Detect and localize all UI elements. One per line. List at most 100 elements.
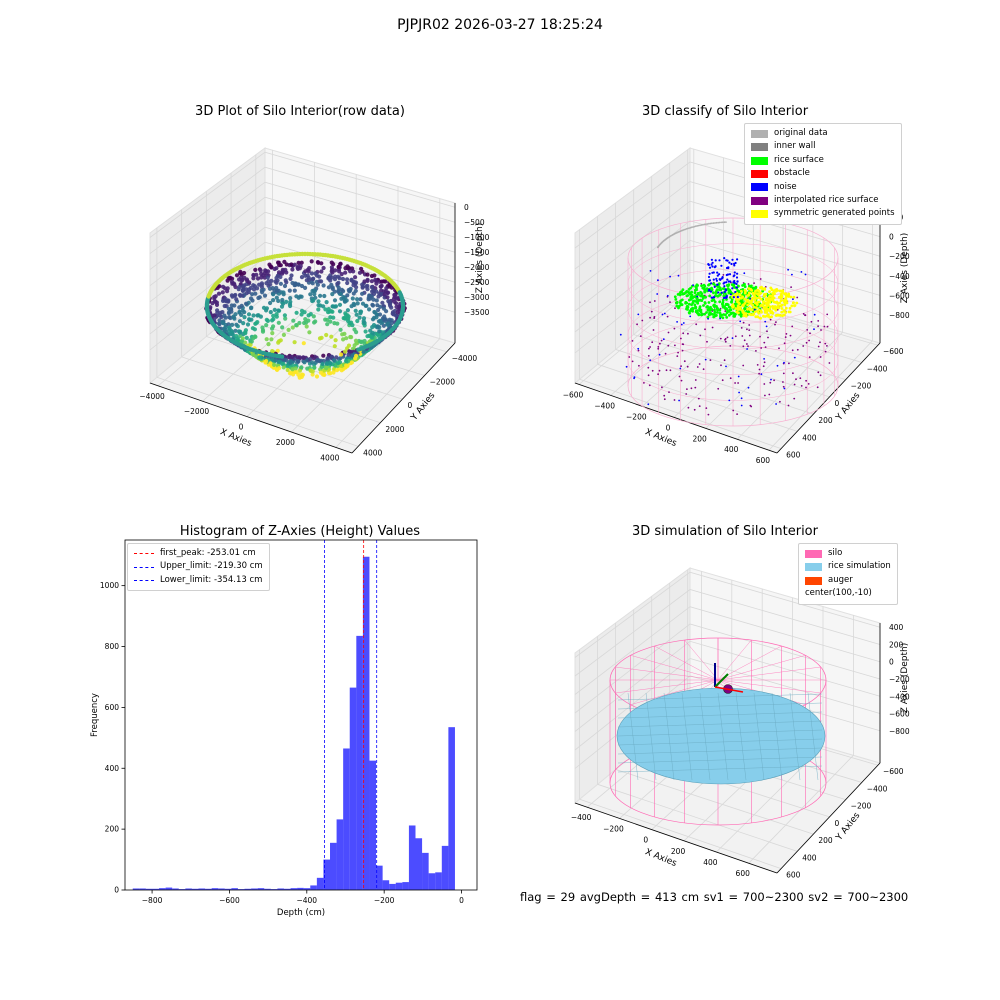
raw-point	[358, 339, 363, 345]
interp-point	[819, 374, 822, 377]
interp-point	[805, 341, 808, 344]
raw-point	[252, 327, 257, 332]
raw-point	[276, 366, 282, 371]
original-point	[699, 224, 701, 227]
noise-point	[677, 274, 680, 277]
raw-point	[380, 300, 385, 305]
symmetric-point	[752, 312, 756, 316]
noise-point	[749, 297, 752, 300]
raw-point	[391, 296, 397, 301]
raw-point	[337, 269, 342, 274]
raw-point	[249, 339, 254, 344]
raw-point	[268, 361, 273, 366]
raw-point	[333, 274, 338, 279]
noise-point	[658, 353, 661, 356]
raw-point	[387, 301, 392, 306]
raw-point	[230, 322, 235, 327]
grid-x	[705, 323, 814, 429]
interp-point	[650, 310, 653, 313]
x-axis-line	[574, 802, 778, 874]
symmetric-point	[771, 299, 775, 302]
raw-point	[216, 291, 222, 296]
grid-z	[149, 226, 456, 319]
raw-point	[355, 297, 360, 302]
raw-point	[303, 317, 308, 322]
grid-z	[574, 606, 881, 695]
rice-point	[689, 286, 692, 290]
interp-point	[755, 350, 757, 352]
histogram-bar	[264, 888, 271, 890]
symmetric-point	[750, 289, 754, 292]
interp-point	[653, 316, 656, 318]
histogram-bar	[428, 873, 436, 890]
interp-point	[790, 286, 792, 288]
noise-point	[716, 271, 719, 274]
noise-point	[619, 333, 622, 336]
symmetric-point	[790, 304, 794, 308]
noise-point	[733, 279, 736, 283]
noise-point	[736, 295, 739, 299]
noise-point	[732, 296, 735, 299]
raw-point	[272, 362, 277, 367]
grid-y	[615, 769, 814, 835]
rice-mesh	[771, 692, 783, 781]
symmetric-point	[779, 294, 783, 297]
x-tick-label: 200	[692, 434, 707, 443]
interp-point	[809, 332, 811, 335]
x-tick-label: 0	[239, 423, 244, 432]
panel2-legend-item: rice surface	[751, 154, 895, 167]
noise-point	[707, 275, 711, 279]
interp-point	[707, 413, 710, 416]
interp-point	[775, 321, 777, 323]
silo-roof-wire	[630, 655, 719, 681]
raw-point	[237, 284, 242, 290]
raw-point	[308, 312, 313, 317]
raw-point	[309, 360, 314, 365]
raw-point	[358, 297, 363, 302]
interp-point	[826, 345, 828, 347]
interp-point	[666, 315, 669, 318]
panel4-legend-swatch	[805, 576, 822, 585]
raw-point	[237, 319, 242, 324]
noise-point	[727, 280, 730, 283]
rice-point	[724, 307, 728, 311]
noise-point	[689, 315, 692, 318]
rice-point	[700, 294, 703, 298]
raw-point	[362, 320, 367, 326]
interp-point	[742, 364, 745, 367]
raw-point	[331, 358, 337, 363]
noise-point	[723, 257, 726, 260]
raw-point	[369, 285, 374, 290]
rice-mesh	[735, 692, 747, 781]
y-tick-label: −400	[867, 784, 888, 793]
symmetric-point	[793, 304, 797, 307]
raw-point	[280, 361, 285, 366]
interp-point	[649, 301, 651, 304]
raw-point	[303, 285, 308, 290]
symmetric-point	[784, 306, 788, 310]
raw-point	[251, 276, 256, 281]
raw-point	[286, 355, 291, 360]
noise-point	[728, 261, 731, 264]
interp-point	[686, 365, 689, 368]
interp-point	[659, 342, 661, 345]
panel4-legend-swatch	[805, 549, 822, 558]
noise-point	[637, 313, 640, 316]
rice-point	[699, 291, 702, 294]
raw-point	[295, 355, 300, 360]
interp-point	[681, 343, 684, 345]
raw-point	[302, 320, 307, 326]
rice-point	[713, 308, 716, 312]
symmetric-point	[772, 296, 776, 300]
noise-point	[637, 347, 640, 350]
noise-point	[707, 289, 710, 292]
raw-point	[259, 275, 264, 280]
raw-point	[351, 291, 356, 296]
interp-point	[734, 335, 737, 338]
raw-point	[295, 266, 301, 271]
interp-point	[808, 339, 810, 342]
interp-point	[699, 334, 702, 337]
raw-point	[365, 283, 370, 288]
noise-point	[712, 278, 715, 281]
symmetric-point	[768, 290, 771, 293]
